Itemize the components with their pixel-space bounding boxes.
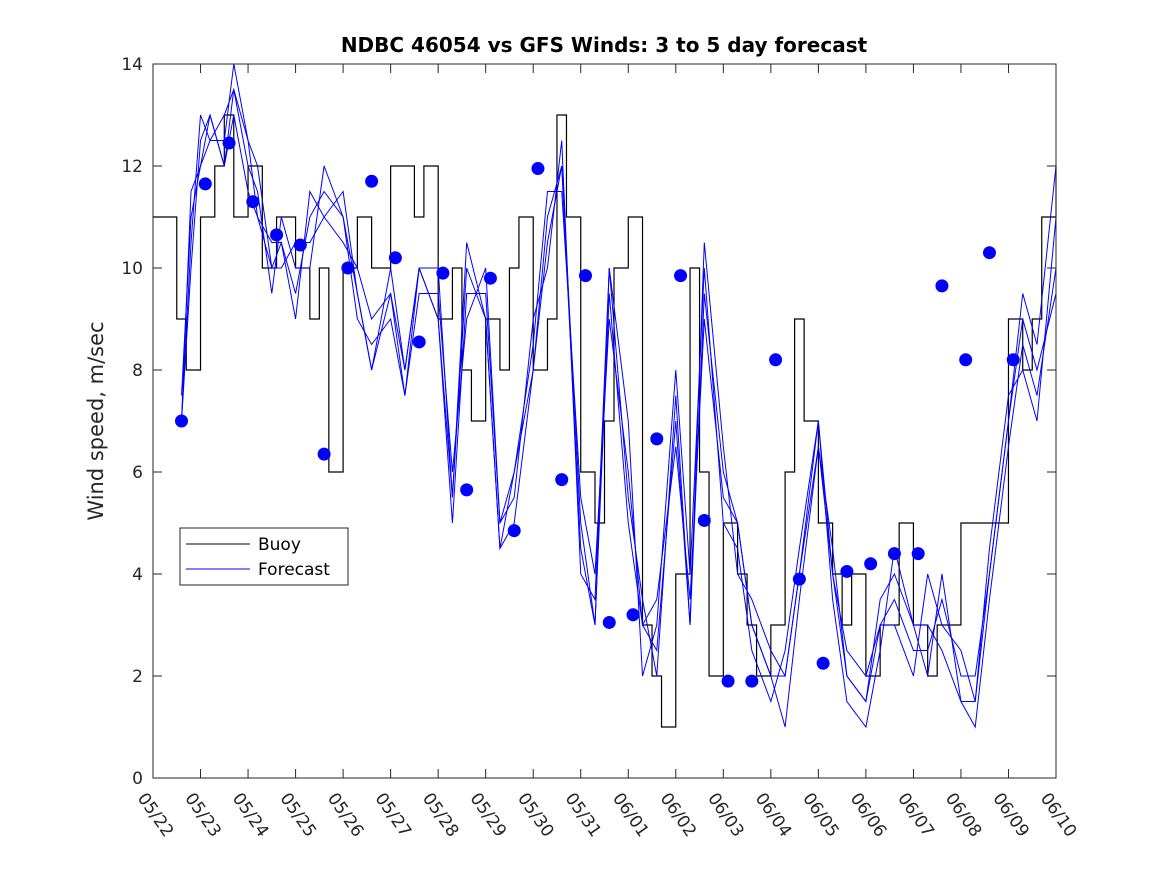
data-point-marker [840,564,854,578]
data-point-marker [222,136,236,150]
data-point-marker [270,228,284,242]
y-tick-label: 2 [132,667,143,687]
data-point-marker [626,608,640,622]
data-point-marker [293,238,307,252]
data-point-marker [436,266,450,280]
data-point-marker [769,353,783,367]
y-axis: 0 2 4 6 8 10 12 14 [121,55,1056,789]
legend-label-buoy: Buoy [258,535,301,555]
data-point-marker [816,656,830,670]
data-point-marker [175,414,189,428]
data-point-marker [341,261,355,275]
data-point-marker [531,162,545,176]
legend-label-forecast: Forecast [258,560,330,580]
data-point-marker [959,353,973,367]
y-tick-label: 6 [132,463,143,483]
data-point-marker [460,483,474,497]
data-point-marker [317,447,331,461]
forecast-line [181,63,1057,728]
data-point-marker [650,432,664,446]
data-point-marker [982,246,996,260]
data-point-marker [198,177,212,191]
forecast-line [181,114,1057,703]
marker-series [175,136,1020,688]
data-point-marker [935,279,949,293]
data-point-marker [483,271,497,285]
forecast-series [181,63,1057,729]
data-point-marker [697,513,711,527]
data-point-marker [887,547,901,561]
buoy-line [153,114,1057,728]
y-tick-label: 12 [121,157,143,177]
y-tick-label: 4 [132,565,143,585]
data-point-marker [674,269,688,283]
data-point-marker [388,251,402,265]
data-point-marker [792,572,806,586]
data-point-marker [1006,353,1020,367]
y-axis-label: Wind speed, m/sec [84,321,108,520]
data-point-marker [602,615,616,629]
data-point-marker [365,174,379,188]
plot-frame [152,63,1057,779]
data-point-marker [555,473,569,487]
legend-box [179,527,349,586]
data-point-marker [911,547,925,561]
buoy-series [153,114,1057,728]
data-point-marker [246,195,260,209]
data-point-marker [507,524,521,538]
y-tick-label: 0 [132,769,143,789]
data-point-marker [412,335,426,349]
data-point-marker [864,557,878,571]
y-tick-label: 14 [121,55,143,75]
y-tick-label: 10 [121,259,143,279]
data-point-marker [745,674,759,688]
data-point-marker [578,269,592,283]
legend: Buoy Forecast [179,527,349,586]
data-point-marker [721,674,735,688]
y-tick-label: 8 [132,361,143,381]
chart-title: NDBC 46054 vs GFS Winds: 3 to 5 day fore… [341,33,868,57]
